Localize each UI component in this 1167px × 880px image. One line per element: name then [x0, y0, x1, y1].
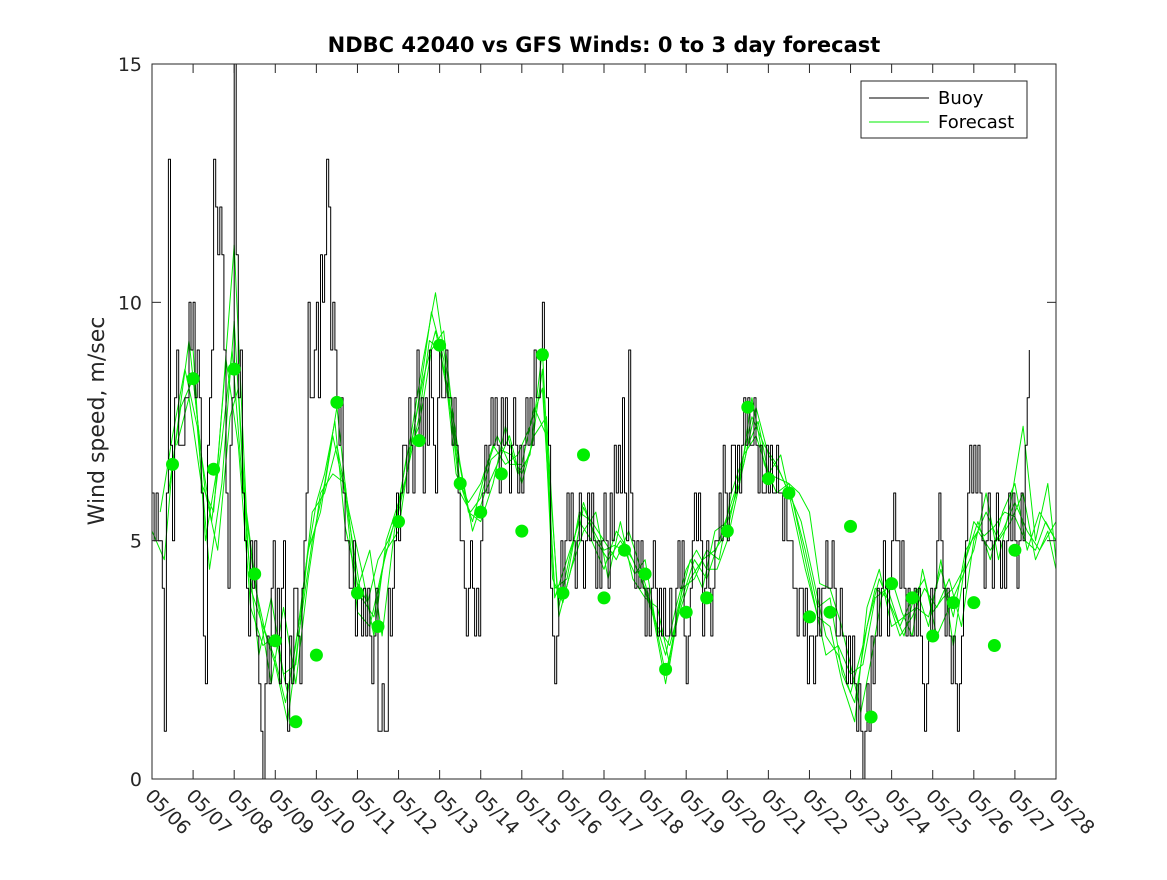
forecast-marker-20 — [577, 448, 590, 462]
series-line-buoy — [152, 63, 1030, 780]
forecast-marker-15 — [474, 505, 488, 519]
series-layer — [151, 63, 1057, 780]
forecast-marker-41 — [1008, 543, 1022, 557]
forecast-marker-12 — [412, 434, 426, 448]
forecast-marker-33 — [844, 519, 857, 533]
legend-label-forecast: Forecast — [938, 112, 1014, 133]
forecast-marker-14 — [453, 477, 467, 490]
forecast-marker-35 — [885, 577, 899, 591]
forecast-marker-9 — [351, 586, 364, 600]
y-axis-label: Wind speed, m/sec — [85, 317, 110, 526]
forecast-marker-34 — [864, 710, 878, 724]
forecast-marker-2 — [207, 462, 221, 476]
forecast-marker-29 — [761, 472, 775, 486]
forecast-marker-22 — [618, 543, 631, 557]
forecast-marker-25 — [679, 605, 693, 619]
forecast-marker-39 — [967, 596, 981, 610]
legend: Buoy Forecast — [860, 80, 1028, 139]
forecast-marker-1 — [186, 372, 200, 386]
y-tick-label-2: 10 — [118, 292, 142, 314]
forecast-marker-27 — [720, 524, 734, 538]
forecast-marker-5 — [268, 634, 282, 648]
forecast-marker-26 — [700, 591, 714, 605]
legend-box — [860, 80, 1028, 139]
plot-area — [152, 64, 1056, 779]
y-tick-label-3: 15 — [118, 54, 142, 76]
forecast-marker-8 — [330, 395, 344, 409]
forecast-marker-13 — [433, 338, 447, 352]
forecast-marker-31 — [803, 610, 816, 624]
forecast-marker-37 — [926, 629, 940, 643]
forecast-marker-30 — [782, 486, 796, 500]
forecast-marker-36 — [905, 591, 919, 605]
legend-label-buoy: Buoy — [938, 88, 984, 109]
forecast-marker-10 — [371, 620, 385, 633]
forecast-marker-17 — [515, 524, 529, 538]
forecast-marker-28 — [741, 400, 755, 414]
forecast-marker-32 — [823, 605, 837, 619]
forecast-marker-6 — [289, 715, 303, 729]
forecast-marker-0 — [166, 457, 179, 471]
forecast-marker-18 — [535, 348, 549, 362]
forecast-marker-3 — [227, 362, 241, 376]
forecast-marker-40 — [987, 639, 1001, 652]
forecast-marker-16 — [494, 467, 508, 481]
marker-layer — [166, 338, 1022, 729]
forecast-marker-4 — [248, 567, 262, 581]
forecast-marker-11 — [392, 515, 405, 529]
forecast-marker-19 — [556, 586, 570, 600]
forecast-marker-38 — [946, 596, 960, 610]
forecast-marker-21 — [597, 591, 611, 605]
forecast-marker-24 — [659, 662, 673, 676]
y-tick-label-1: 5 — [130, 531, 142, 553]
chart-title: NDBC 42040 vs GFS Winds: 0 to 3 day fore… — [328, 33, 881, 57]
y-tick-label-0: 0 — [130, 769, 142, 791]
forecast-marker-23 — [638, 567, 652, 581]
forecast-marker-7 — [309, 648, 323, 662]
